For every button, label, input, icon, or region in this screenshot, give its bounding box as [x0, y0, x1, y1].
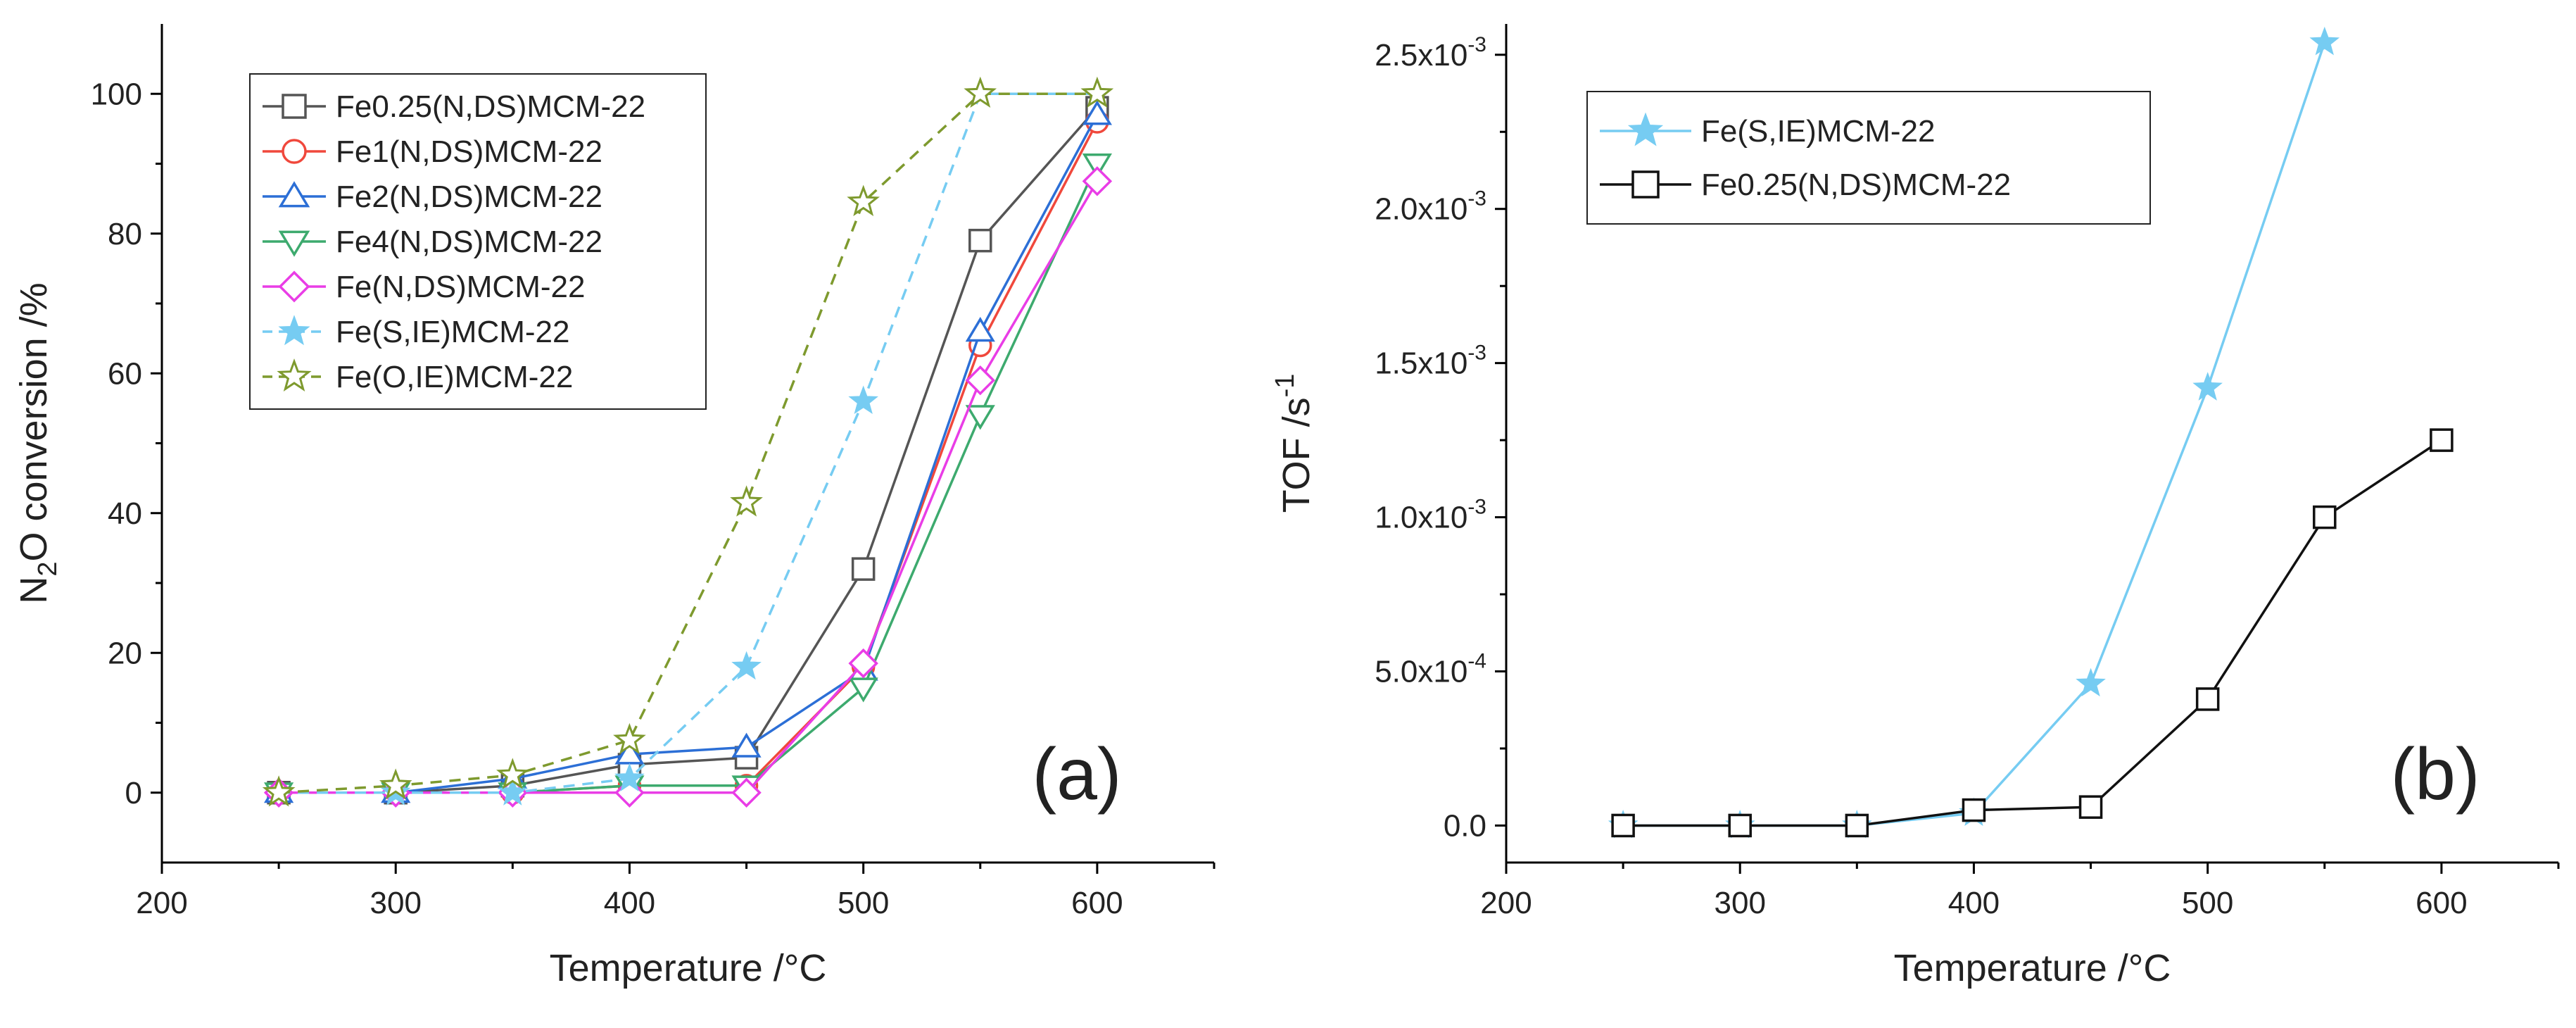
y-axis-title-a: N2O conversion /% [13, 282, 63, 603]
data-point-a-5 [731, 651, 762, 680]
series-a-6 [262, 76, 1114, 807]
data-point-b-1 [2313, 505, 2337, 529]
data-point-a-6 [379, 768, 412, 800]
legend-label-a-5: Fe(S,IE)MCM-22 [336, 315, 569, 349]
legend-label-b-0: Fe(S,IE)MCM-22 [1701, 114, 1935, 149]
data-point-b-1 [1962, 798, 1986, 822]
x-axis-title-a: Temperature /°C [550, 947, 827, 989]
series-line-b-1 [1623, 439, 2442, 827]
x-axis-title-b: Temperature /°C [1894, 947, 2171, 989]
panel-label-a: (a) [1032, 734, 1121, 815]
data-point-a-2 [1082, 100, 1112, 125]
data-point-b-1 [1845, 813, 1869, 838]
data-point-b-1 [1611, 813, 1635, 838]
legend-label-a-0: Fe0.25(N,DS)MCM-22 [336, 89, 645, 124]
legend-a: Fe0.25(N,DS)MCM-22 Fe1(N,DS)MCM-22 Fe2(N,D… [249, 73, 707, 410]
y-tick-label-a: 60 [108, 356, 142, 391]
x-tick-label-b: 200 [1480, 886, 1532, 920]
data-point-b-0 [2076, 667, 2106, 697]
data-point-a-6 [613, 722, 646, 755]
data-point-b-1 [2195, 687, 2220, 711]
y-tick-label-b: 0.0 [1444, 808, 1486, 843]
y-axis-title-b: TOF /s-1 [1270, 374, 1318, 513]
data-point-a-0 [851, 557, 876, 581]
legend-b: Fe(S,IE)MCM-22 Fe0.25(N,DS)MCM-22 [1586, 91, 2151, 225]
legend-box-b [1586, 91, 2151, 225]
panel-a: 200 300 400 500 600 0 20 40 60 80 100 Temperature /… [13, 24, 1216, 989]
data-point-a-0 [968, 228, 992, 253]
legend-marker-b-1 [1631, 170, 1660, 199]
x-tick-label-b: 500 [2182, 886, 2233, 920]
x-tick-label-b: 600 [2416, 886, 2467, 920]
legend-marker-a-5 [278, 315, 310, 346]
y-tick-label-a: 100 [91, 77, 142, 111]
panel-label-b: (b) [2390, 734, 2480, 815]
legend-marker-a-2 [278, 181, 310, 208]
data-point-b-1 [1728, 813, 1752, 838]
data-point-a-2 [731, 732, 762, 758]
legend-label-a-4: Fe(N,DS)MCM-22 [336, 270, 585, 304]
data-point-a-6 [496, 758, 529, 789]
legend-label-a-3: Fe4(N,DS)MCM-22 [336, 225, 602, 259]
x-tick-label-a: 600 [1071, 886, 1123, 920]
data-point-a-3 [965, 405, 995, 430]
x-tick-label-a: 300 [370, 886, 422, 920]
legend-label-a-1: Fe1(N,DS)MCM-22 [336, 134, 602, 169]
legend-marker-a-6 [277, 358, 312, 391]
data-point-a-5 [498, 777, 528, 806]
x-tick-label-b: 400 [1948, 886, 2000, 920]
series-line-a-5 [279, 92, 1097, 794]
x-tick-label-a: 200 [136, 886, 187, 920]
data-point-a-4 [848, 648, 878, 679]
data-point-b-1 [2430, 428, 2454, 452]
data-point-a-4 [731, 777, 762, 808]
y-tick-label-b: 5.0x10-4 [1375, 650, 1486, 689]
series-b-1 [1611, 428, 2454, 838]
data-point-a-6 [262, 775, 296, 807]
y-tick-label-a: 20 [108, 636, 142, 670]
data-point-a-3 [848, 677, 878, 703]
x-tick-label-a: 500 [838, 886, 889, 920]
y-tick-label-b: 2.5x10-3 [1375, 33, 1486, 73]
y-tick-label-a: 0 [125, 776, 142, 810]
data-point-a-5 [848, 385, 878, 415]
legend-marker-a-0 [282, 94, 307, 119]
series-line-a-2 [279, 114, 1099, 794]
y-tick-label-a: 80 [108, 217, 142, 251]
data-point-a-2 [965, 317, 995, 342]
series-line-a-6 [278, 92, 1097, 794]
data-point-a-4 [1082, 166, 1113, 196]
data-point-a-6 [847, 184, 880, 216]
y-tick-label-a: 40 [108, 496, 142, 531]
legend-marker-a-3 [278, 230, 310, 257]
y-tick-label-b: 2.0x10-3 [1375, 187, 1486, 227]
x-tick-label-b: 300 [1715, 886, 1766, 920]
data-point-a-6 [730, 485, 763, 517]
y-tick-label-b: 1.0x10-3 [1375, 496, 1486, 535]
legend-marker-a-1 [282, 139, 307, 164]
data-point-a-3 [1082, 153, 1112, 179]
y-tick-label-b: 1.5x10-3 [1375, 341, 1486, 381]
data-point-a-6 [1080, 76, 1114, 108]
legend-label-b-1: Fe0.25(N,DS)MCM-22 [1701, 168, 2011, 202]
data-point-a-6 [964, 76, 997, 108]
x-tick-label-a: 400 [604, 886, 655, 920]
data-point-b-1 [2078, 795, 2103, 819]
legend-marker-a-4 [278, 270, 310, 303]
data-point-a-4 [965, 365, 996, 396]
legend-label-a-2: Fe2(N,DS)MCM-22 [336, 180, 602, 214]
data-point-b-0 [2309, 26, 2340, 56]
legend-marker-b-0 [1627, 112, 1664, 146]
data-point-a-5 [614, 763, 645, 792]
legend-label-a-6: Fe(O,IE)MCM-22 [336, 360, 573, 394]
data-point-b-0 [2192, 372, 2223, 401]
panel-b: 200 300 400 500 600 0.0 5.0x10-4 1.0x10-3 1.5x10… [1270, 24, 2560, 989]
